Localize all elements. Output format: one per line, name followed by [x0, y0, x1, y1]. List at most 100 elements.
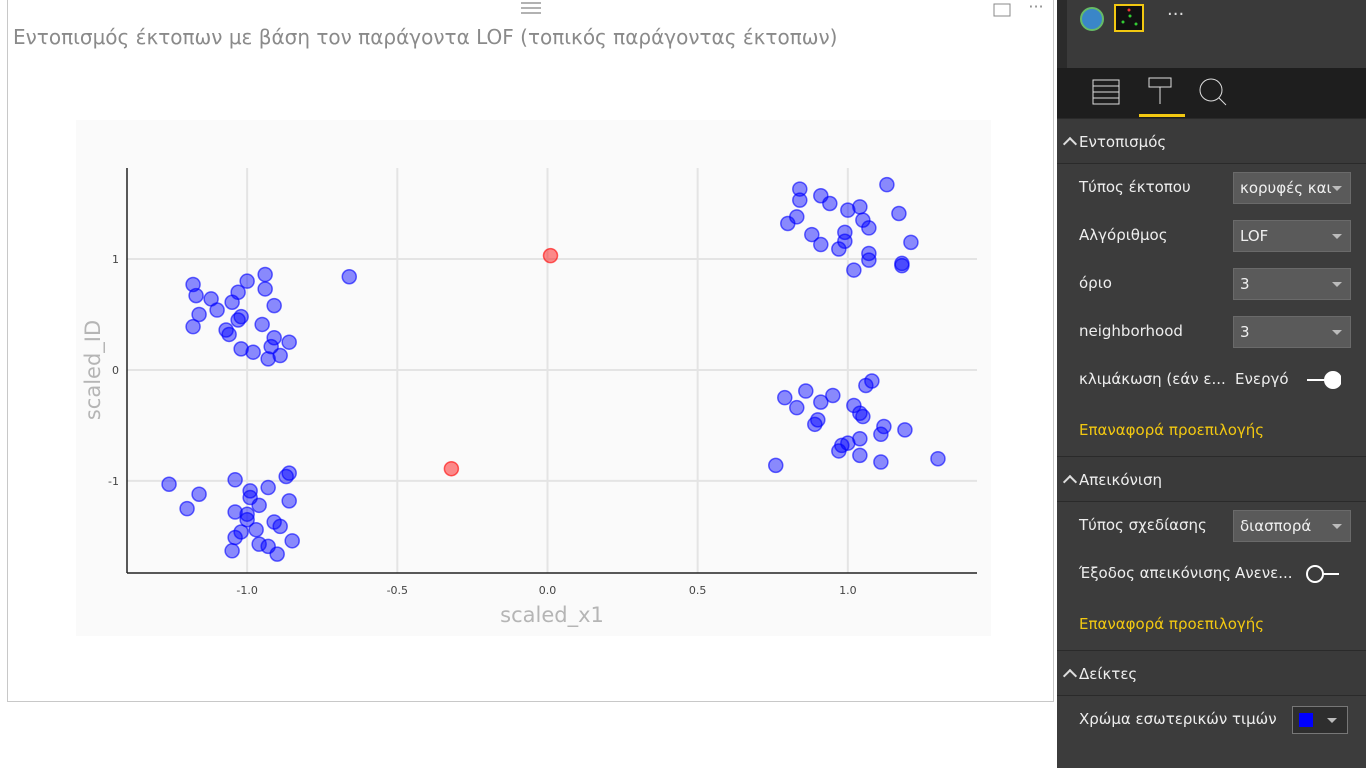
setting-row: κλιμάκωση (εάν ε... Ενεργό: [1057, 356, 1366, 404]
setting-label: Χρώμα εσωτερικών τιμών: [1079, 710, 1277, 728]
scatter-point: [891, 205, 907, 222]
scatter-point: [221, 326, 237, 343]
format-tab[interactable]: [1148, 77, 1172, 104]
scatter-point: [266, 297, 282, 314]
scatter-point: [239, 273, 255, 289]
setting-row: Τύπος έκτοπου κορυφές και: [1057, 164, 1366, 212]
scatter-point: [813, 236, 829, 253]
scatter-point: [251, 497, 267, 514]
scatter-point: [789, 399, 805, 416]
more-options[interactable]: ···: [1028, 0, 1043, 16]
color-swatch: [1299, 713, 1313, 727]
x-tick-label: -1.0: [236, 584, 257, 597]
analytics-tab[interactable]: [1199, 78, 1227, 106]
icon-dot: [1134, 22, 1138, 26]
scatter-point: [248, 521, 264, 538]
scatter-point: [191, 306, 207, 323]
scatter-point: [804, 226, 820, 243]
scatter-point: [798, 383, 814, 399]
scatter-point: [780, 215, 796, 232]
scatter-point: [224, 543, 240, 559]
y-axis-label: scaled_ID: [81, 320, 106, 420]
toggle-switch[interactable]: [1305, 565, 1341, 583]
scatter-point: [278, 468, 294, 485]
reset-link[interactable]: Επαναφορά προεπιλογής: [1079, 615, 1265, 633]
scatter-point: [233, 341, 249, 357]
scatter-point: [792, 181, 808, 197]
dropdown[interactable]: 3: [1233, 268, 1351, 300]
setting-row: Αλγόριθμος LOF: [1057, 212, 1366, 260]
visual-icons: ···: [1080, 4, 1184, 32]
setting-row: Χρώμα εσωτερικών τιμών: [1057, 696, 1366, 744]
toggle-switch[interactable]: [1305, 371, 1341, 389]
scatter-point: [281, 493, 297, 509]
visual-frame[interactable]: ··· Εντοπισμός έκτοπων με βάση τον παράγ…: [7, 0, 1054, 702]
scatter-point: [185, 318, 201, 335]
scatter-point: [230, 284, 246, 301]
section-header[interactable]: Δείκτες: [1057, 650, 1366, 696]
scatter-point: [269, 546, 285, 562]
setting-label: Έξοδος απεικόνισης: [1079, 564, 1232, 582]
scatter-point: [260, 351, 276, 367]
focus-mode-icon[interactable]: [993, 3, 1011, 17]
scatter-point: [822, 195, 838, 212]
scatter-point: [894, 257, 910, 274]
icon-dot: [1127, 8, 1131, 12]
scatter-point: [161, 476, 177, 492]
scatter-point: [257, 281, 273, 297]
setting-label: neighborhood: [1079, 322, 1183, 340]
scatter-point: [858, 377, 874, 394]
scatter-point: [879, 176, 895, 193]
dropdown[interactable]: κορυφές και: [1233, 172, 1351, 204]
globe-icon[interactable]: [1080, 7, 1104, 31]
scatter-point: [272, 347, 288, 364]
reset-link[interactable]: Επαναφορά προεπιλογής: [1079, 421, 1265, 439]
scatter-point: [846, 397, 862, 414]
tab-icons: [1092, 77, 1227, 117]
scatter-point: [855, 408, 871, 425]
section-header[interactable]: Εντοπισμός: [1057, 118, 1366, 164]
setting-row: όριο 3: [1057, 260, 1366, 308]
setting-label: κλιμάκωση (εάν ε...: [1079, 370, 1226, 388]
more-visuals[interactable]: ···: [1167, 4, 1184, 25]
scatter-point: [281, 334, 297, 350]
pane-tabs: [1057, 68, 1366, 118]
drag-handle[interactable]: [521, 2, 541, 14]
setting-label: όριο: [1079, 274, 1112, 292]
scatter-point: [807, 416, 823, 433]
scatter-point: [831, 241, 847, 257]
scatter-point: [825, 387, 841, 404]
scatter-point: [861, 252, 877, 268]
scatter-point: [191, 486, 207, 502]
setting-row: Τύπος σχεδίασης διασπορά: [1057, 502, 1366, 550]
scatter-point: [245, 344, 261, 360]
scatter-point: [897, 422, 913, 438]
toggle-knob: [1324, 371, 1341, 389]
setting-label: Αλγόριθμος: [1079, 226, 1168, 244]
fields-tab[interactable]: [1092, 79, 1120, 105]
scatter-point: [846, 262, 862, 278]
x-tick-label: 0.0: [539, 584, 557, 597]
chart-title: Εντοπισμός έκτοπων με βάση τον παράγοντα…: [13, 25, 837, 49]
dropdown[interactable]: LOF: [1233, 220, 1351, 252]
setting-row: Έξοδος απεικόνισης Ανενε...: [1057, 550, 1366, 598]
scatter-point: [260, 479, 276, 496]
scatter-point: [272, 518, 288, 535]
scatter-point: [873, 426, 889, 443]
scatter-point: [233, 308, 249, 325]
scatter-point: [284, 533, 300, 549]
scatter-point: [840, 202, 856, 218]
y-tick-label: 0: [112, 364, 119, 377]
format-pane: ··· Εντοπισμός Τύπος έκτοπου κορυφές και Αλ…: [1057, 0, 1366, 768]
y-tick-label: 1: [112, 253, 119, 266]
dropdown[interactable]: 3: [1233, 316, 1351, 348]
x-tick-label: 0.5: [689, 584, 707, 597]
x-tick-label: -0.5: [387, 584, 408, 597]
plot-background: [76, 120, 991, 636]
scatter-point: [837, 233, 853, 249]
visualizations-bar: ···: [1057, 0, 1366, 68]
color-picker[interactable]: [1292, 706, 1348, 734]
scatter-point: [443, 460, 460, 477]
dropdown[interactable]: διασπορά: [1233, 510, 1351, 542]
section-header[interactable]: Απεικόνιση: [1057, 456, 1366, 502]
